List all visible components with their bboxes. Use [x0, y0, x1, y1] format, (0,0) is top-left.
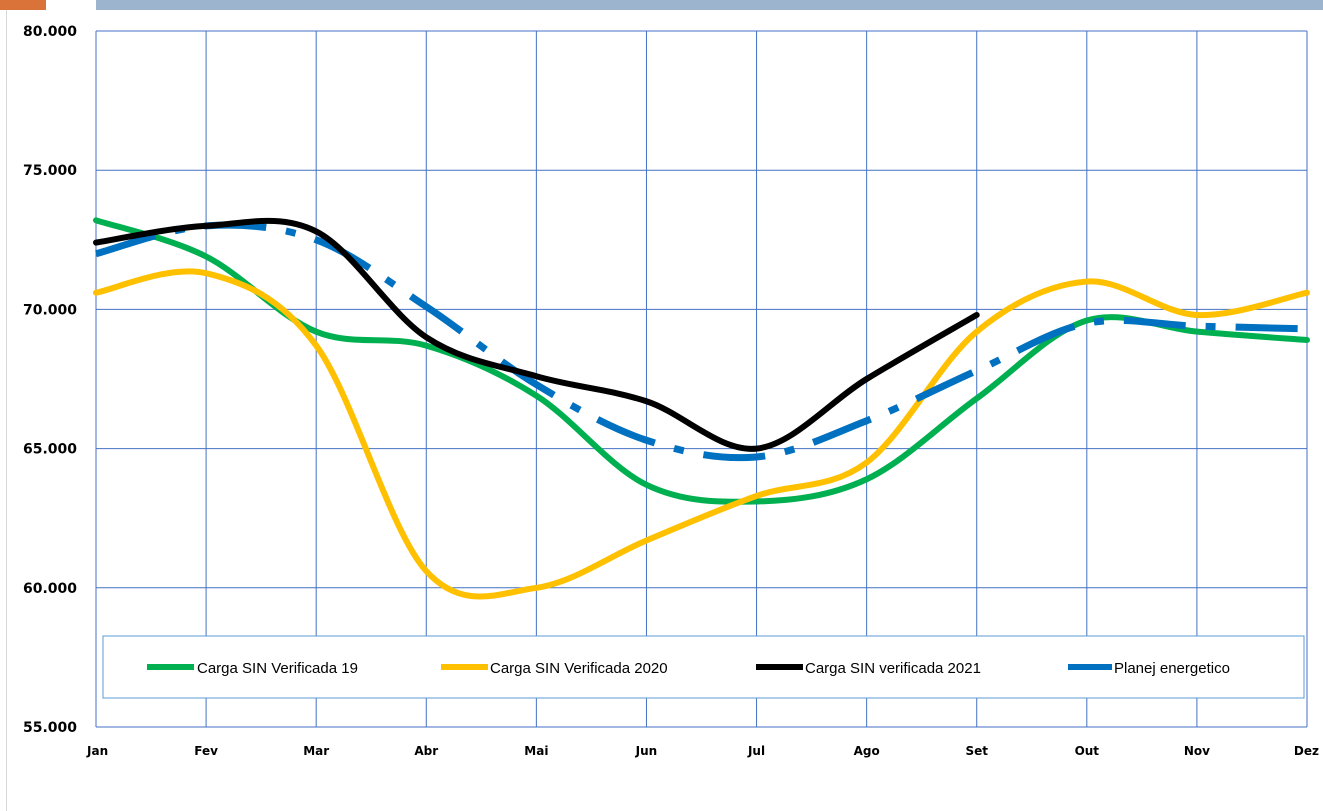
x-tick-label: Jun: [635, 744, 658, 758]
y-tick-label: 80.000: [23, 24, 77, 40]
y-tick-label: 75.000: [23, 163, 77, 179]
y-axis: 55.000 60.000 65.000 70.000 75.000 80.000: [23, 24, 77, 736]
series-line-planej-energetico: [95, 221, 1308, 462]
x-tick-label: Jul: [747, 744, 765, 758]
x-tick-label: Out: [1075, 744, 1100, 758]
series-line-carga-sin-verificada-2021: [93, 217, 980, 452]
y-tick-label: 70.000: [23, 302, 77, 318]
x-axis: Jan Fev Mar Abr Mai Jun Jul Ago Set Out Nov Dez: [86, 744, 1319, 758]
chart-legend: Carga SIN Verificada 19 Carga SIN Verifi…: [102, 635, 1305, 699]
y-tick-label: 60.000: [23, 581, 77, 597]
x-tick-label: Dez: [1294, 744, 1319, 758]
x-tick-label: Jan: [86, 744, 108, 758]
y-tick-label: 65.000: [23, 442, 77, 458]
x-tick-label: Ago: [854, 744, 880, 758]
chart-series: [93, 217, 1310, 600]
x-tick-label: Fev: [194, 744, 218, 758]
x-tick-label: Nov: [1184, 744, 1210, 758]
legend-label-verificada-2021: Carga SIN verificada 2021: [805, 660, 981, 677]
slide-left-rule: [6, 10, 7, 811]
x-tick-label: Set: [965, 744, 988, 758]
chart-grid: [95, 30, 1308, 728]
x-tick-label: Mar: [303, 744, 329, 758]
y-tick-label: 55.000: [23, 720, 77, 736]
x-tick-label: Abr: [414, 744, 438, 758]
series-line-carga-sin-verificada-19: [93, 217, 1310, 505]
legend-label-planej-energetico: Planej energetico: [1114, 660, 1230, 677]
legend-label-verificada-2020: Carga SIN Verificada 2020: [490, 660, 668, 677]
slide-header-band: [96, 0, 1323, 10]
legend-label-verificada-19: Carga SIN Verificada 19: [197, 660, 358, 677]
series-line-carga-sin-verificada-2020: [93, 268, 1310, 600]
slide-accent-bar: [0, 0, 46, 10]
x-tick-label: Mai: [524, 744, 548, 758]
